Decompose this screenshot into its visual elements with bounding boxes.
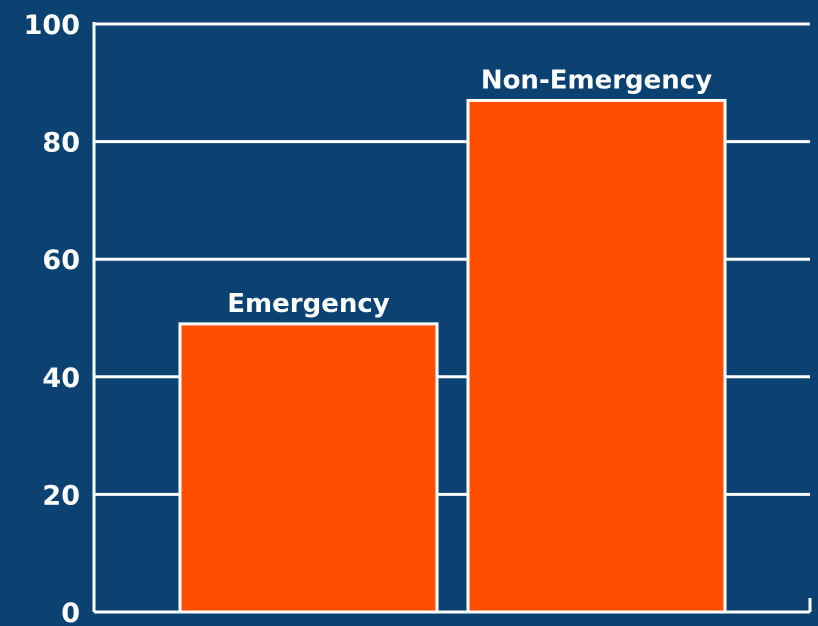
y-tick-label-40: 40 <box>42 363 80 394</box>
bars <box>178 98 727 614</box>
y-tick-label-100: 100 <box>24 10 80 41</box>
axes <box>92 22 812 614</box>
labels: 0 20 40 60 80 100 Emergency Non-Emergency <box>24 10 713 626</box>
y-tick-label-0: 0 <box>61 598 80 626</box>
y-tick-label-20: 20 <box>42 480 80 511</box>
bar-emergency <box>178 322 439 614</box>
y-tick-label-60: 60 <box>42 245 80 276</box>
bar-label-emergency: Emergency <box>227 289 389 319</box>
bar-label-non-emergency: Non-Emergency <box>481 65 712 95</box>
y-tick-label-80: 80 <box>42 128 80 159</box>
bar-non-emergency <box>466 98 727 614</box>
